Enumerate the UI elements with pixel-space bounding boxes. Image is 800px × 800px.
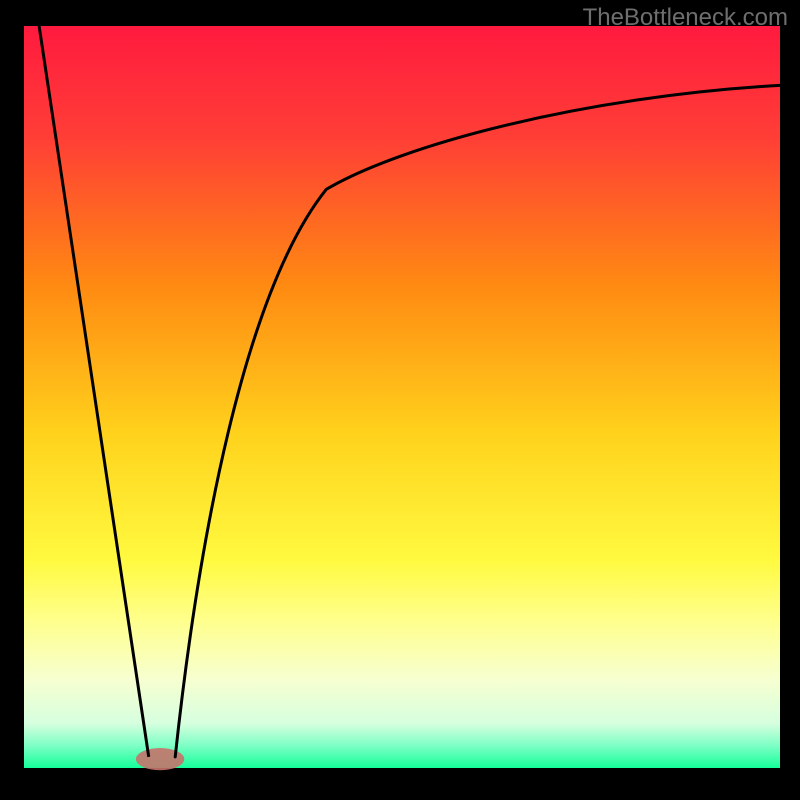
- plot-gradient-area: [24, 26, 780, 768]
- chart-container: TheBottleneck.com: [0, 0, 800, 800]
- bottleneck-chart: [0, 0, 800, 800]
